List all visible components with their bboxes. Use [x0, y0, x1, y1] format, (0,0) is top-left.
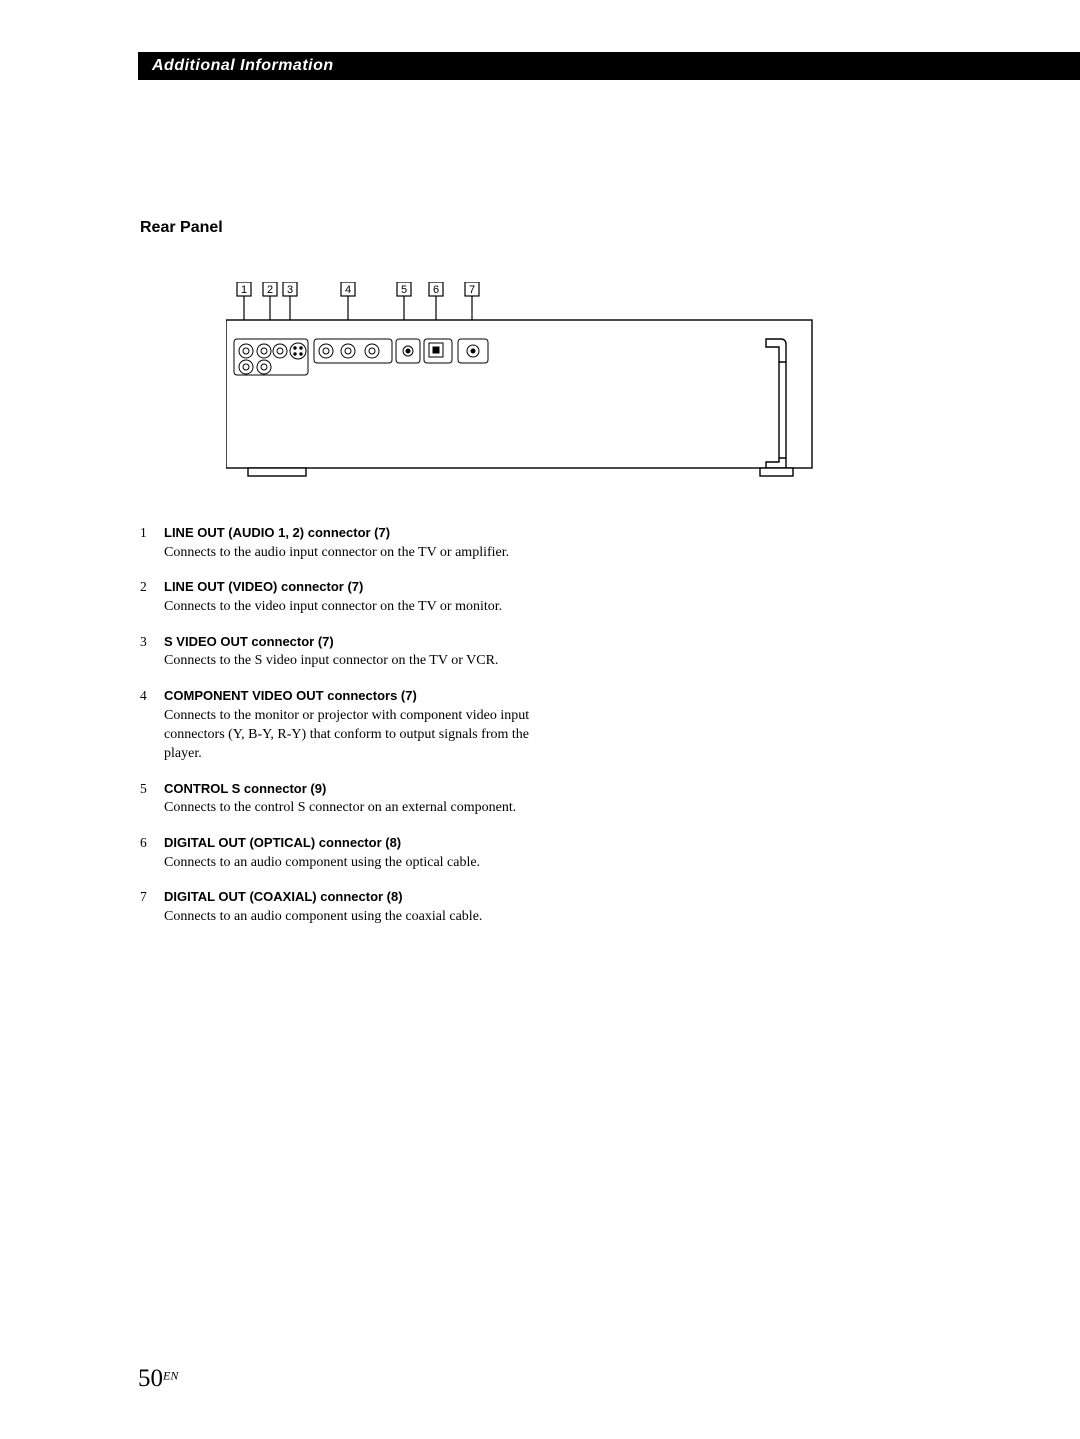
item-title: LINE OUT (VIDEO) connector (7): [164, 578, 570, 596]
list-item: 7 DIGITAL OUT (COAXIAL) connector (8) Co…: [140, 888, 570, 926]
svg-text:4: 4: [345, 284, 351, 296]
header-title: Additional Information: [152, 57, 334, 75]
item-title: COMPONENT VIDEO OUT connectors (7): [164, 687, 570, 705]
rear-panel-diagram: 1 2 3 4 5 6 7: [226, 282, 826, 492]
item-desc: Connects to the video input connector on…: [164, 598, 570, 617]
svg-text:7: 7: [469, 284, 475, 296]
item-number: 4: [140, 687, 164, 763]
item-desc: Connects to the audio input connector on…: [164, 544, 570, 563]
item-number: 6: [140, 834, 164, 872]
connector-list: 1 LINE OUT (AUDIO 1, 2) connector (7) Co…: [140, 524, 570, 943]
page-number: 50EN: [138, 1365, 178, 1393]
item-title: S VIDEO OUT connector (7): [164, 633, 570, 651]
item-number: 1: [140, 524, 164, 562]
item-title: LINE OUT (AUDIO 1, 2) connector (7): [164, 524, 570, 542]
svg-text:3: 3: [287, 284, 293, 296]
item-number: 3: [140, 633, 164, 671]
header-bar: Additional Information: [138, 52, 1080, 80]
item-title: DIGITAL OUT (COAXIAL) connector (8): [164, 888, 570, 906]
svg-text:2: 2: [267, 284, 273, 296]
list-item: 6 DIGITAL OUT (OPTICAL) connector (8) Co…: [140, 834, 570, 872]
list-item: 1 LINE OUT (AUDIO 1, 2) connector (7) Co…: [140, 524, 570, 562]
item-number: 2: [140, 578, 164, 616]
page-number-suffix: EN: [163, 1369, 178, 1383]
page-number-main: 50: [138, 1365, 163, 1392]
list-item: 2 LINE OUT (VIDEO) connector (7) Connect…: [140, 578, 570, 616]
item-desc: Connects to an audio component using the…: [164, 854, 570, 873]
item-desc: Connects to an audio component using the…: [164, 908, 570, 927]
item-number: 7: [140, 888, 164, 926]
item-title: DIGITAL OUT (OPTICAL) connector (8): [164, 834, 570, 852]
item-desc: Connects to the monitor or projector wit…: [164, 707, 570, 764]
item-desc: Connects to the control S connector on a…: [164, 799, 570, 818]
item-number: 5: [140, 780, 164, 818]
item-title: CONTROL S connector (9): [164, 780, 570, 798]
list-item: 4 COMPONENT VIDEO OUT connectors (7) Con…: [140, 687, 570, 763]
item-desc: Connects to the S video input connector …: [164, 652, 570, 671]
section-title: Rear Panel: [140, 219, 223, 237]
list-item: 3 S VIDEO OUT connector (7) Connects to …: [140, 633, 570, 671]
svg-text:6: 6: [433, 284, 439, 296]
svg-text:1: 1: [241, 284, 247, 296]
list-item: 5 CONTROL S connector (9) Connects to th…: [140, 780, 570, 818]
svg-text:5: 5: [401, 284, 407, 296]
